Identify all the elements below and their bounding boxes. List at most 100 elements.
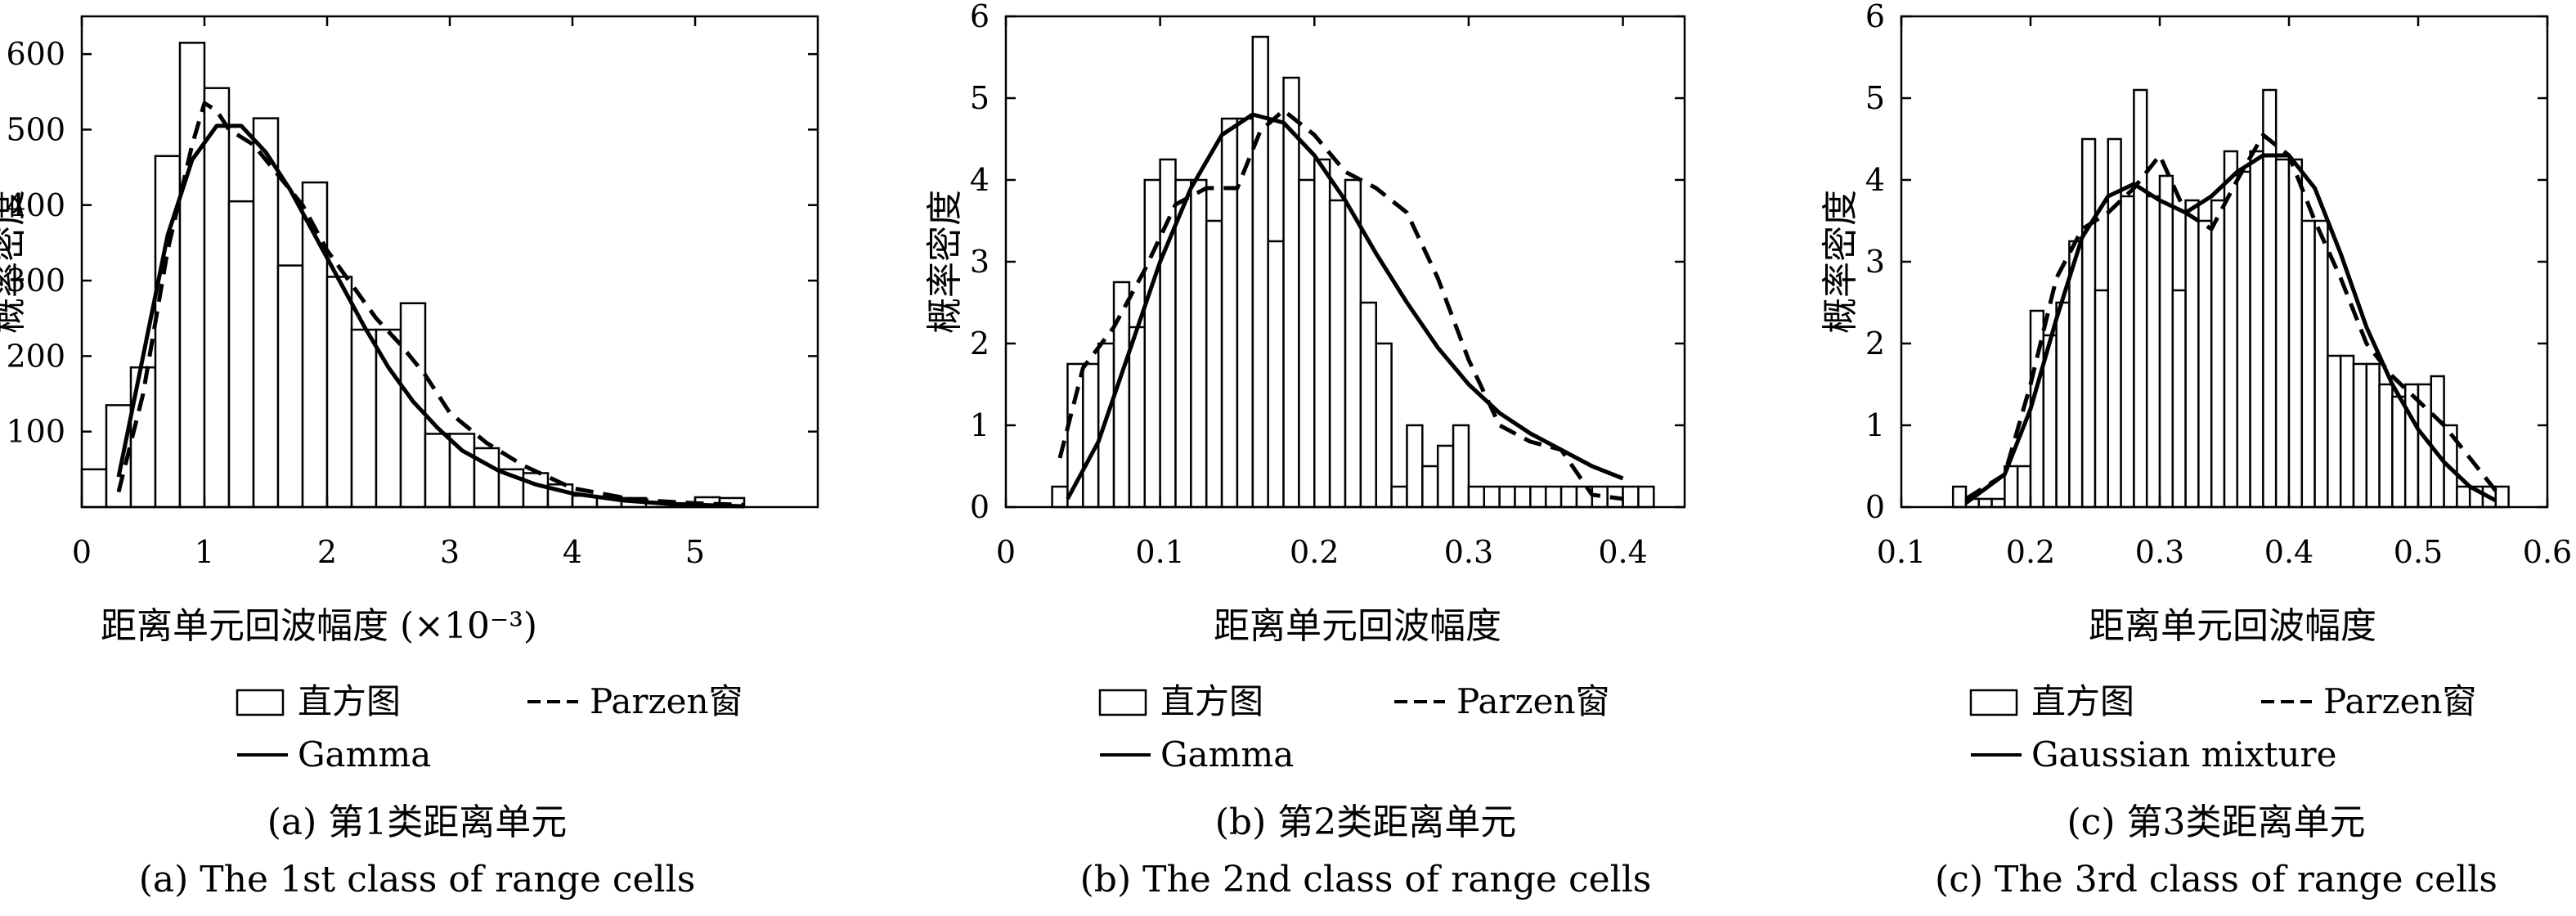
legend-label-fit: Gamma (298, 734, 431, 775)
histogram-bar (350, 328, 378, 509)
histogram-bar (1128, 326, 1147, 509)
y-tick-label: 1 (1865, 407, 1885, 443)
y-tick-label: 0 (1865, 489, 1885, 525)
histogram-bar (1205, 219, 1223, 509)
histogram-bar (1390, 485, 1408, 509)
histogram-bar (1220, 117, 1239, 509)
histogram-bar (424, 433, 451, 509)
histogram-bar (2145, 195, 2161, 509)
histogram-bar (227, 200, 255, 509)
legend-swatch-histogram (1969, 689, 2018, 716)
histogram-bar (2365, 362, 2381, 509)
legend-swatch-histogram (1098, 689, 1147, 716)
histogram-bar (1529, 485, 1547, 509)
histogram-bar (2171, 289, 2187, 509)
histogram-bar (1051, 485, 1069, 509)
legend-label-parzen: Parzen窗 (2323, 681, 2477, 721)
y-tick-label: 6 (1865, 0, 1885, 34)
legend-swatch-histogram (236, 689, 285, 716)
legend-label-parzen: Parzen窗 (590, 681, 743, 721)
x-tick-label: 1 (195, 534, 214, 570)
y-tick-label: 4 (970, 162, 990, 198)
fit-curve (1964, 153, 2497, 505)
histogram-bar (1637, 485, 1655, 509)
histogram-bar (1298, 178, 1316, 509)
histogram-bar (399, 302, 427, 509)
histogram-bar (2120, 195, 2135, 509)
y-tick-label: 3 (1865, 244, 1885, 280)
histogram-bar (2274, 158, 2291, 509)
histogram-bar (2197, 219, 2213, 509)
y-tick-label: 5 (1865, 80, 1885, 116)
histogram-bar (178, 42, 206, 509)
y-tick-label: 2 (970, 326, 990, 361)
histogram-bar (1406, 424, 1424, 509)
x-tick-label: 0.2 (1290, 534, 1339, 570)
y-tick-label: 2 (1865, 326, 1885, 361)
histogram-bar (1436, 444, 1455, 509)
x-tick-label: 0.5 (2394, 534, 2443, 570)
y-tick-label: 4 (1865, 162, 1885, 198)
histogram-bar (1951, 485, 1968, 509)
histogram-bar (1498, 485, 1516, 509)
legend-label-histogram: 直方图 (1160, 681, 1263, 721)
caption-english: (a) The 1st class of range cells (139, 859, 696, 900)
histogram-bar (1344, 178, 1362, 509)
histogram-bar (1313, 158, 1331, 509)
fit-curve (1066, 112, 1624, 501)
histogram-bar (1359, 301, 1377, 509)
histogram-bar (325, 276, 353, 509)
histogram-bar (1267, 240, 1285, 509)
x-axis-label: 距离单元回波幅度 (×10⁻³) (101, 605, 537, 647)
x-tick-label: 0.1 (1877, 534, 1926, 570)
x-tick-label: 0.3 (2135, 534, 2184, 570)
y-axis-label: 概率密度 (1820, 190, 1861, 334)
histogram-bar (2080, 137, 2097, 509)
histogram-bar (1452, 424, 1470, 509)
legend-label-fit: Gaussian mixture (2031, 734, 2336, 775)
y-tick-label: 600 (6, 36, 65, 72)
histogram-bar (1560, 485, 1578, 509)
histogram-bar (2184, 199, 2200, 509)
histogram-bar (2055, 301, 2071, 509)
y-axis-label: 概率密度 (0, 190, 29, 334)
histogram-bar (2300, 219, 2316, 509)
histogram-bar (80, 468, 108, 509)
caption-chinese: (a) 第1类距离单元 (267, 802, 568, 843)
histogram-bar (252, 117, 280, 509)
caption-english: (b) The 2nd class of range cells (1080, 859, 1652, 900)
fit-curve (116, 123, 745, 509)
caption-english: (c) The 3rd class of range cells (1935, 859, 2497, 900)
histogram-bar (1082, 362, 1100, 509)
histogram-bar (1421, 465, 1439, 509)
histogram-bar (1251, 35, 1269, 509)
histogram-bar (1514, 485, 1532, 509)
histogram-bar (2494, 485, 2510, 509)
parzen-curve (1964, 132, 2497, 501)
y-tick-label: 300 (6, 263, 65, 299)
legend: 直方图 Parzen窗 Gamma (236, 681, 743, 775)
histogram-bar (2210, 199, 2226, 509)
y-tick-label: 100 (6, 414, 65, 450)
histogram-bar (1143, 178, 1161, 509)
y-axis-label: 概率密度 (924, 190, 966, 334)
histogram-bar (1328, 199, 1347, 509)
x-tick-label: 4 (563, 534, 582, 570)
histogram-bar (1622, 485, 1640, 509)
caption-chinese: (b) 第2类距离单元 (1215, 802, 1516, 843)
legend-label-fit: Gamma (1160, 734, 1294, 775)
caption-chinese: (c) 第3类距离单元 (2067, 802, 2366, 843)
histogram-bar (522, 472, 550, 509)
histogram-bar (2068, 240, 2084, 509)
histogram-bar (1282, 76, 1300, 509)
histogram-bar (2378, 383, 2394, 509)
histogram-bar (1467, 485, 1486, 509)
y-tick-label: 3 (970, 244, 990, 280)
legend-label-histogram: 直方图 (298, 681, 401, 721)
y-tick-label: 200 (6, 338, 65, 374)
parzen-curve (116, 101, 745, 507)
y-tick-label: 400 (6, 187, 65, 223)
y-tick-label: 500 (6, 111, 65, 147)
